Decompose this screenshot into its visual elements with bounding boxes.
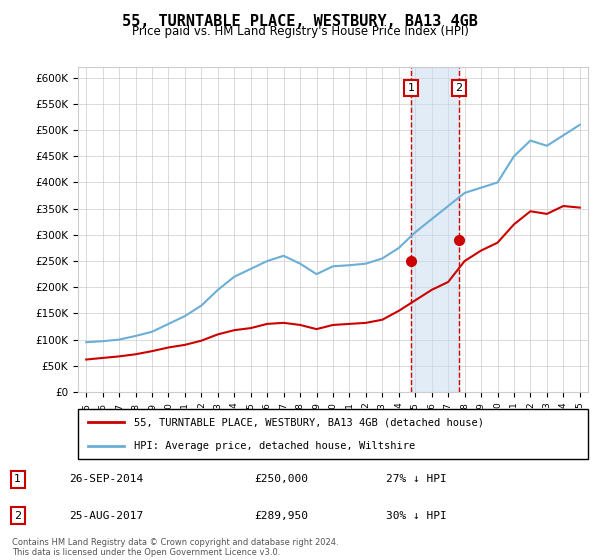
Text: 1: 1 (14, 474, 21, 484)
Text: 30% ↓ HPI: 30% ↓ HPI (386, 511, 447, 521)
Bar (411, 67, 459, 392)
Text: 26-SEP-2014: 26-SEP-2014 (70, 474, 144, 484)
Text: 1: 1 (407, 83, 415, 93)
Text: 25-AUG-2017: 25-AUG-2017 (70, 511, 144, 521)
Text: HPI: Average price, detached house, Wiltshire: HPI: Average price, detached house, Wilt… (134, 441, 415, 451)
Text: 55, TURNTABLE PLACE, WESTBURY, BA13 4GB: 55, TURNTABLE PLACE, WESTBURY, BA13 4GB (122, 14, 478, 29)
Text: £250,000: £250,000 (254, 474, 308, 484)
Text: 27% ↓ HPI: 27% ↓ HPI (386, 474, 447, 484)
Text: 2: 2 (455, 83, 463, 93)
Text: Price paid vs. HM Land Registry's House Price Index (HPI): Price paid vs. HM Land Registry's House … (131, 25, 469, 38)
Text: £289,950: £289,950 (254, 511, 308, 521)
Text: 55, TURNTABLE PLACE, WESTBURY, BA13 4GB (detached house): 55, TURNTABLE PLACE, WESTBURY, BA13 4GB … (134, 417, 484, 427)
Text: Contains HM Land Registry data © Crown copyright and database right 2024.
This d: Contains HM Land Registry data © Crown c… (12, 538, 338, 557)
Text: 2: 2 (14, 511, 22, 521)
FancyBboxPatch shape (78, 409, 588, 459)
